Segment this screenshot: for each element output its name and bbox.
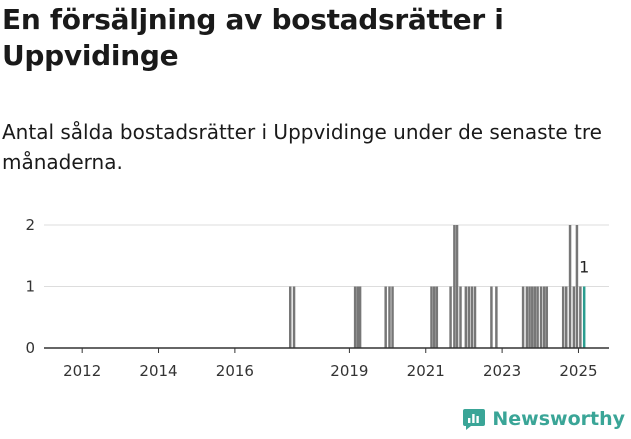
bar [490,286,493,348]
x-tick-label: 2021 [407,362,445,380]
bar [561,286,565,348]
bar [572,286,576,348]
bar [384,286,387,348]
bar [528,286,531,348]
x-tick-label: 2023 [483,362,521,380]
bar [467,286,471,348]
tick-labels: 0 1 2 2012 2014 2016 2019 2021 2023 2025 1 [25,216,597,380]
bar [470,286,474,348]
bar [449,286,452,348]
gridlines [44,224,609,287]
highlight-bar [582,286,586,348]
bar [545,286,549,348]
axes [44,347,609,353]
bar [536,286,539,348]
y-tick-label: 0 [25,339,35,357]
bar [575,225,579,348]
bar [525,286,529,348]
bar [388,286,391,348]
bar [288,286,292,348]
bar [473,286,477,348]
bar [435,286,439,348]
y-tick-label: 1 [25,278,35,296]
bar [356,286,360,348]
bar [432,286,436,348]
x-tick-label: 2019 [330,362,368,380]
bar [459,286,462,348]
chart-subtitle: Antal sålda bostadsrätter i Uppvidinge u… [2,120,602,174]
bar [542,286,546,348]
bar [568,225,572,348]
bar [430,286,433,348]
bar [495,286,498,348]
bar [533,286,537,348]
bar [464,286,468,348]
x-tick-label: 2016 [216,362,254,380]
highlight-value-label: 1 [579,258,589,277]
y-tick-label: 2 [25,216,35,234]
bars [288,225,586,348]
bar [358,286,362,348]
brand-name: Newsworthy [492,408,625,430]
bar [565,286,568,348]
newsworthy-logo-icon [463,409,486,430]
x-tick-label: 2012 [63,362,101,380]
bar [455,225,459,348]
newsworthy-logo[interactable]: Newsworthy [462,407,625,431]
bar [391,286,394,348]
bar [292,286,296,348]
chart-title: En försäljning av bostadsrätter i Uppvid… [2,3,504,72]
bar [531,286,534,348]
bar [539,286,543,348]
x-tick-label: 2025 [559,362,597,380]
bar [453,225,456,348]
bar [353,286,357,348]
x-tick-label: 2014 [139,362,177,380]
bar [521,286,525,348]
bar [579,286,582,348]
